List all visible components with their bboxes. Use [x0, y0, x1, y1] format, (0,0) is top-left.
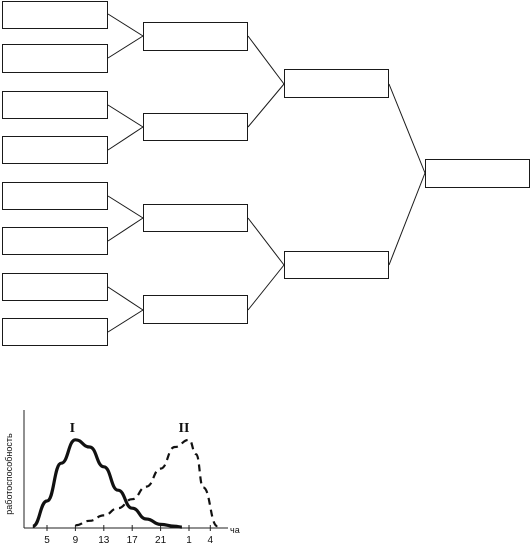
x-tick-label: 17 — [127, 535, 139, 546]
connector — [107, 195, 144, 219]
bracket-box-round1 — [2, 182, 108, 210]
connector — [247, 217, 285, 266]
x-tick-label: 13 — [98, 535, 110, 546]
x-tick-label: 5 — [44, 535, 50, 546]
connector — [247, 83, 285, 128]
x-tick-label: 1 — [186, 535, 192, 546]
x-tick-label: 21 — [155, 535, 167, 546]
bracket-box-round2 — [143, 295, 248, 324]
y-axis-label: работоспособность — [4, 433, 14, 515]
connector — [388, 172, 426, 266]
series-line-1 — [32, 438, 182, 529]
bracket-box-round2 — [143, 113, 248, 141]
connector — [107, 35, 144, 59]
connector — [107, 13, 144, 37]
bracket-diagram — [107, 13, 426, 333]
bracket-box-round1 — [2, 44, 108, 73]
bracket-box-round1 — [2, 273, 108, 301]
bracket-box-round2 — [143, 22, 248, 51]
bracket-box-round1 — [2, 91, 108, 119]
bracket-box-round3 — [284, 251, 389, 279]
connector — [107, 217, 144, 242]
bracket-box-round2 — [143, 204, 248, 232]
bracket-box-round1 — [2, 136, 108, 164]
x-tick-label: 4 — [208, 535, 214, 546]
bracket-box-round1 — [2, 318, 108, 346]
bracket-box-round3 — [284, 69, 389, 98]
bracket-box-round1 — [2, 227, 108, 255]
x-axis-label: час — [230, 525, 240, 535]
connector — [107, 104, 144, 128]
connector — [107, 286, 144, 311]
performance-chart: 5913172114IIIработоспособностьчас — [4, 410, 240, 546]
connector — [107, 309, 144, 333]
connector — [247, 35, 285, 85]
x-tick-label: 9 — [73, 535, 79, 546]
series-label: II — [179, 421, 190, 436]
connector — [388, 83, 426, 174]
series-line-2 — [75, 438, 219, 528]
connector — [107, 126, 144, 151]
bracket-box-round1 — [2, 1, 108, 29]
bracket-box-final — [425, 159, 530, 188]
series-label: I — [70, 421, 75, 436]
connector — [247, 264, 285, 311]
